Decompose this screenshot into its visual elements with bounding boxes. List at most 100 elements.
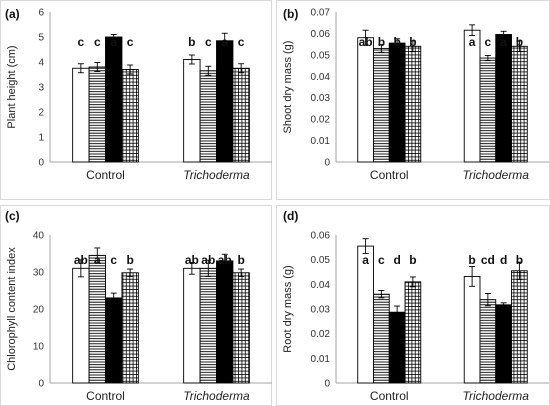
panel-label: (d): [283, 209, 298, 223]
significance-letter: c: [110, 253, 117, 267]
significance-letter: ab: [218, 253, 232, 267]
bar: [72, 67, 90, 163]
significance-letter: b: [516, 253, 523, 267]
significance-letter: ab: [74, 253, 88, 267]
y-tick-label: 0.04: [311, 280, 331, 291]
y-tick-label: 0.03: [311, 305, 331, 316]
category-label: Control: [370, 168, 409, 182]
significance-letter: b: [126, 253, 133, 267]
significance-letter: a: [110, 35, 117, 49]
category-label: Trichoderma: [183, 168, 250, 182]
bar: [495, 34, 512, 163]
significance-letter: cd: [481, 253, 495, 267]
y-tick-label: 4: [38, 58, 44, 69]
y-tick-label: 0: [324, 379, 330, 390]
significance-letter: c: [238, 35, 245, 49]
significance-letter: b: [378, 35, 385, 49]
y-tick-label: 20: [33, 305, 45, 316]
panel-label: (a): [5, 7, 20, 21]
significance-letter: c: [378, 253, 385, 267]
significance-letter: c: [127, 35, 134, 49]
y-tick-label: 40: [33, 231, 45, 242]
bar: [121, 69, 139, 163]
significance-letter: b: [409, 253, 416, 267]
y-tick-label: 2: [38, 108, 44, 119]
y-tick-label: 6: [38, 8, 44, 19]
y-tick-label: 3: [38, 83, 44, 94]
bar: [404, 281, 422, 384]
bar: [388, 42, 406, 163]
category-label: Trichoderma: [183, 389, 250, 403]
category-label: Control: [370, 389, 409, 403]
bar: [199, 267, 217, 384]
y-tick-label: 0.01: [311, 136, 331, 147]
significance-letter: c: [205, 35, 212, 49]
significance-letter: c: [485, 35, 492, 49]
bar: [183, 59, 201, 163]
y-tick-label: 30: [33, 268, 45, 279]
significance-letter: b: [188, 35, 195, 49]
significance-letter: c: [78, 35, 85, 49]
y-tick-label: 1: [38, 133, 44, 144]
y-tick-label: 0.06: [311, 231, 331, 242]
bar: [463, 275, 481, 384]
panel-label: (c): [5, 209, 20, 223]
bar: [232, 272, 250, 384]
bar: [232, 67, 250, 163]
significance-letter: ab: [359, 35, 373, 49]
y-tick-label: 0: [324, 158, 330, 169]
significance-letter: b: [409, 35, 416, 49]
bar: [511, 270, 528, 384]
significance-letter: b: [393, 35, 400, 49]
bar: [357, 37, 374, 163]
bar: [511, 45, 528, 163]
bar: [479, 299, 497, 384]
significance-letter: ab: [185, 253, 199, 267]
significance-letter: ab: [201, 253, 215, 267]
bar: [216, 260, 234, 384]
y-tick-label: 0: [38, 158, 44, 169]
y-tick-label: 0.07: [311, 8, 331, 19]
y-tick-label: 0.06: [311, 29, 331, 40]
y-axis-label: Shoot dry mass (g): [282, 41, 294, 134]
panel-1: (b) 0 0.01 0.02 0.03 0.04 0.05 0.06 0.07 Shoot dr…: [276, 0, 550, 200]
y-tick-label: 0: [38, 379, 44, 390]
bar: [105, 297, 123, 384]
y-axis-label: Plant height (cm): [6, 45, 18, 128]
bar: [373, 47, 390, 163]
significance-letter: d: [500, 253, 507, 267]
significance-letter: b: [468, 253, 475, 267]
significance-letter: a: [221, 35, 228, 49]
y-tick-label: 0.02: [311, 115, 331, 126]
bar: [183, 267, 201, 384]
y-axis-label: Root dry mass (g): [282, 265, 294, 352]
significance-letter: a: [469, 35, 476, 49]
significance-letter: a: [362, 253, 369, 267]
y-tick-label: 0.05: [311, 255, 331, 266]
bar: [373, 293, 390, 384]
category-label: Control: [86, 168, 125, 182]
bar: [72, 267, 90, 384]
y-tick-label: 0.02: [311, 329, 331, 340]
significance-letter: c: [94, 35, 101, 49]
category-label: Trichoderma: [463, 168, 530, 182]
y-tick-label: 0.01: [311, 354, 331, 365]
significance-letter: b: [516, 35, 523, 49]
significance-letter: a: [500, 35, 507, 49]
bar: [216, 40, 234, 163]
bar: [88, 254, 106, 384]
bar: [199, 70, 217, 163]
category-label: Control: [86, 389, 125, 403]
panel-border: [0, 0, 272, 200]
y-tick-label: 0.03: [311, 93, 331, 104]
significance-letter: a: [94, 253, 101, 267]
y-tick-label: 0.04: [311, 72, 331, 83]
y-axis-label: Chlorophyll content index: [6, 247, 18, 371]
bar: [479, 57, 497, 163]
significance-letter: d: [393, 253, 400, 267]
bar: [105, 36, 123, 163]
